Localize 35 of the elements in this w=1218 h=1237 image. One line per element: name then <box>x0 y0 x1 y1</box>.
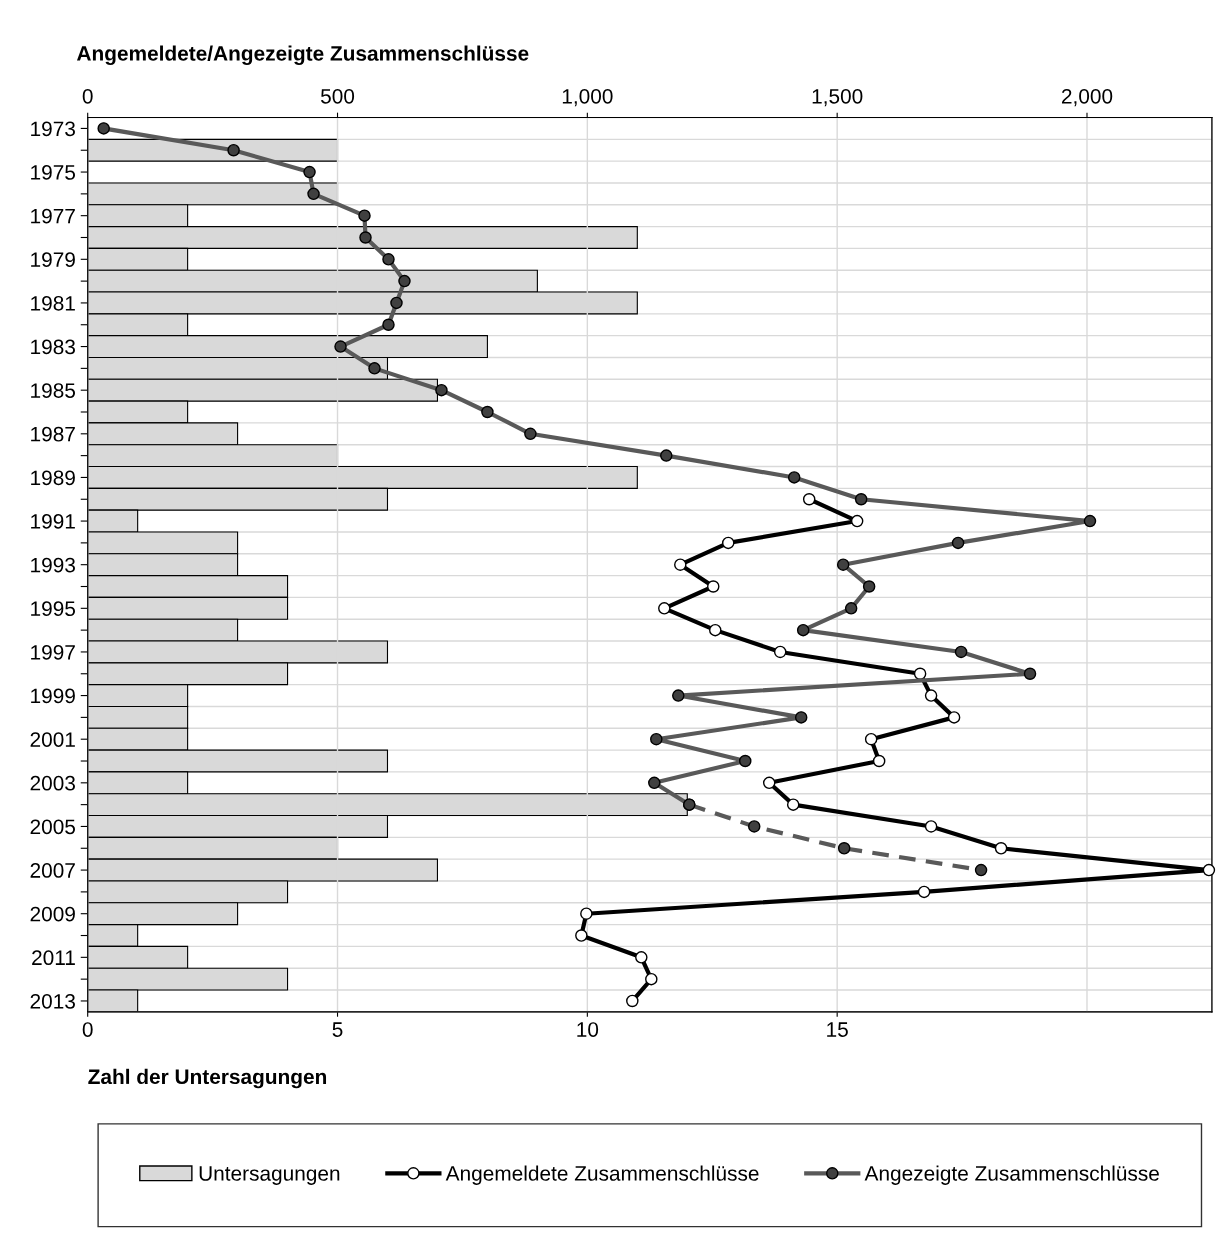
y-tick-label: 2013 <box>30 993 75 1009</box>
y-tick-label: 1981 <box>31 295 75 311</box>
y-tick-label: 1991 <box>31 514 75 529</box>
y-tick-label: 2007 <box>30 863 75 878</box>
x2-tick-label: 500 <box>320 88 355 104</box>
y-tick-label: 1987 <box>31 426 75 442</box>
y-tick-label: 1979 <box>31 252 75 268</box>
y-tick-label: 2011 <box>32 950 75 966</box>
y-tick-label: 1985 <box>31 383 76 398</box>
y-tick-label: 2003 <box>30 775 75 791</box>
legend-label: Angemeldete Zusammenschlüsse <box>445 1165 759 1185</box>
y-tick-label: 2009 <box>30 906 75 922</box>
x2-tick-label: 1,500 <box>812 88 863 107</box>
y-tick-label: 1973 <box>31 121 75 137</box>
y-tick-label: 1997 <box>31 644 75 660</box>
x-tick-label: 5 <box>332 1022 343 1037</box>
x2-axis-title: Angemeldete/Angezeigte Zusammenschlüsse <box>76 45 529 66</box>
x-tick-label: 0 <box>82 1022 93 1037</box>
x2-tick-label: 1,000 <box>562 88 613 107</box>
x-tick-label: 10 <box>577 1022 599 1037</box>
y-tick-label: 1989 <box>31 470 75 486</box>
x2-tick-label: 2,000 <box>1061 88 1113 107</box>
x-tick-label: 15 <box>827 1022 848 1037</box>
y-tick-label: 1977 <box>31 208 75 224</box>
y-tick-label: 2005 <box>30 819 76 835</box>
legend-label: Untersagungen <box>199 1166 340 1185</box>
y-tick-label: 1983 <box>31 339 75 355</box>
y-tick-label: 2001 <box>30 732 75 747</box>
x2-tick-label: 0 <box>82 88 93 104</box>
legend-label: Angezeigte Zusammenschlüsse <box>864 1165 1159 1185</box>
y-tick-label: 1993 <box>31 557 75 573</box>
y-tick-label: 1999 <box>31 688 75 704</box>
y-tick-label: 1975 <box>31 165 76 180</box>
x-axis-title: Zahl der Untersagungen <box>88 1068 327 1089</box>
y-tick-label: 1995 <box>31 601 76 617</box>
